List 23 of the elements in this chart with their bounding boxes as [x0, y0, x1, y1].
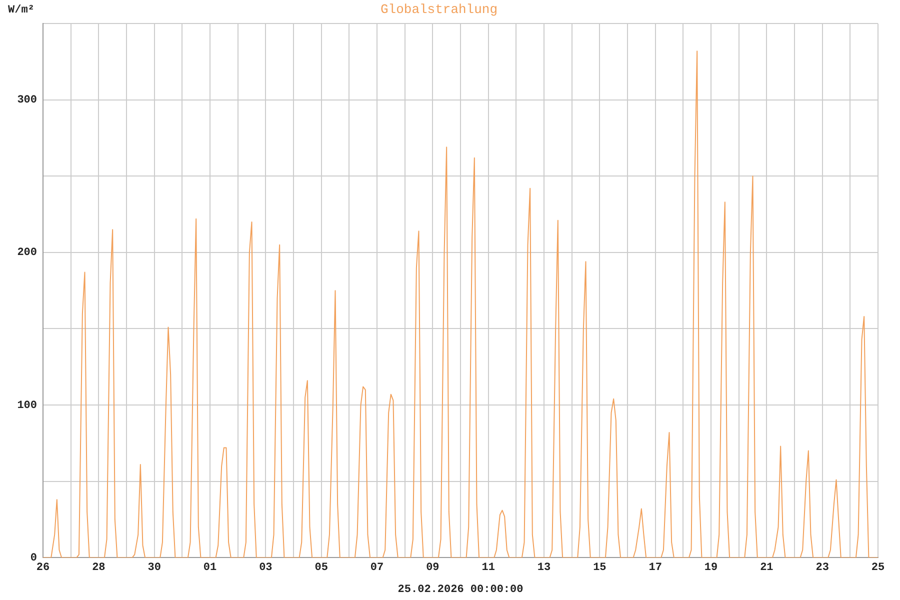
x-tick-label: 15 — [593, 562, 607, 574]
x-tick-label: 30 — [148, 562, 161, 574]
x-tick-label: 26 — [36, 562, 50, 574]
y-tick-label: 300 — [17, 94, 37, 107]
x-tick-label: 21 — [760, 562, 774, 574]
y-tick-label: 0 — [30, 552, 37, 564]
x-tick-label: 17 — [648, 562, 662, 574]
y-axis-title: W/m² — [8, 4, 34, 16]
x-tick-label: 03 — [259, 562, 273, 574]
chart-title: Globalstrahlung — [380, 2, 498, 18]
x-tick-label: 09 — [426, 562, 440, 574]
x-tick-label: 05 — [314, 562, 328, 574]
x-tick-label: 01 — [203, 562, 217, 574]
y-tick-label: 100 — [17, 400, 37, 412]
x-axis-title: 25.02.2026 00:00:00 — [398, 584, 524, 596]
x-tick-label: 25 — [871, 562, 885, 574]
x-tick-label: 11 — [482, 562, 496, 574]
x-tick-label: 23 — [816, 562, 830, 574]
y-tick-label: 200 — [17, 247, 37, 260]
x-tick-label: 28 — [92, 562, 106, 574]
x-tick-label: 13 — [537, 562, 551, 574]
x-tick-label: 19 — [704, 562, 718, 574]
x-tick-label: 07 — [370, 562, 384, 574]
